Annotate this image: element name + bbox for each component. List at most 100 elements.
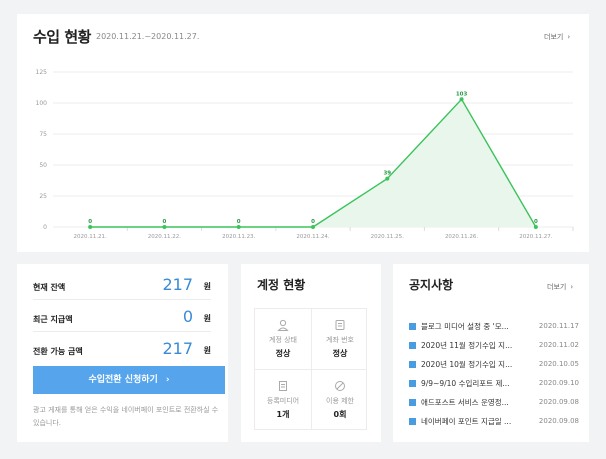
notice-item[interactable]: 블로그 미디어 설정 중 '모... 2020.11.17: [409, 319, 579, 338]
notice-icon: [409, 418, 416, 425]
notices-more-link[interactable]: 더보기 ›: [547, 282, 573, 292]
revenue-more-link[interactable]: 더보기 ›: [544, 32, 570, 42]
data-label: 0: [311, 219, 315, 225]
x-tick-label: 2020.11.23.: [222, 234, 255, 240]
data-point: [236, 225, 241, 229]
y-tick-label: 25: [39, 193, 47, 200]
balance-label: 최근 지급액: [33, 315, 73, 324]
account-grid: 계정 상태 정상 계좌 번호 정상 등록미디어 1개 이용 제한 0회: [254, 308, 367, 430]
balance-card: 현재 잔액 217 원 최근 지급액 0 원 전환 가능 금액 217 원 수입…: [17, 264, 228, 442]
revenue-chart: 0 25 50 75 100 125 2020.11.21. 2020.11.22. 2020.…: [36, 69, 574, 240]
more-label: 더보기: [544, 33, 564, 41]
notice-date: 2020.09.10: [538, 379, 579, 387]
notice-date: 2020.09.08: [538, 398, 579, 406]
data-point: [459, 97, 464, 102]
balance-unit: 원: [203, 346, 211, 355]
x-tick-label: 2020.11.27.: [519, 234, 552, 240]
balance-value: 217: [162, 275, 193, 294]
account-cell-restriction[interactable]: 이용 제한 0회: [312, 370, 368, 431]
y-tick-label: 50: [39, 162, 47, 169]
revenue-title: 수입 현황: [33, 28, 91, 46]
notice-title[interactable]: 네이버페이 포인트 지급일 ...: [421, 417, 512, 426]
notice-icon: [409, 380, 416, 387]
notice-item[interactable]: 2020년 10월 정기수입 지... 2020.10.05: [409, 357, 579, 376]
account-cell-label: 계좌 번호: [326, 336, 354, 344]
account-cell-label: 이용 제한: [326, 397, 354, 405]
data-label: 0: [88, 219, 92, 225]
account-cell-bank[interactable]: 계좌 번호 정상: [312, 309, 368, 370]
notice-icon: [409, 361, 416, 368]
x-tick-label: 2020.11.26.: [445, 234, 478, 240]
balance-row-recent: 최근 지급액 0 원: [33, 304, 211, 332]
account-cell-value: 정상: [275, 349, 291, 358]
data-point: [88, 225, 93, 229]
balance-note: 광고 게재를 통해 얻은 수익을 네이버페이 포인트로 전환하실 수 있습니다.: [33, 406, 219, 427]
balance-label: 전환 가능 금액: [33, 347, 83, 356]
apply-conversion-button[interactable]: 수입전환 신청하기 ›: [33, 366, 225, 394]
notice-title[interactable]: 애드포스트 서비스 운영정...: [421, 398, 509, 407]
account-cell-value: 정상: [332, 349, 348, 358]
chevron-right-icon: ›: [570, 283, 574, 291]
data-point: [385, 176, 390, 181]
x-tick-label: 2020.11.25.: [371, 234, 404, 240]
y-tick-label: 100: [36, 100, 48, 107]
account-cell-label: 계정 상태: [269, 336, 297, 344]
notice-list: 블로그 미디어 설정 중 '모... 2020.11.17 2020년 11월 …: [409, 319, 579, 433]
notices-title: 공지사항: [409, 278, 454, 292]
data-label: 0: [237, 219, 241, 225]
notice-title[interactable]: 2020년 10월 정기수입 지...: [421, 360, 513, 369]
notice-date: 2020.11.17: [538, 322, 579, 330]
notice-item[interactable]: 9/9~9/10 수입리포트 제... 2020.09.10: [409, 376, 579, 395]
y-tick-label: 0: [43, 224, 47, 231]
more-label: 더보기: [547, 283, 567, 291]
balance-value: 0: [182, 307, 193, 326]
notice-date: 2020.10.05: [538, 360, 579, 368]
account-cell-media[interactable]: 등록미디어 1개: [255, 370, 311, 431]
notice-item[interactable]: 2020년 11월 정기수입 지... 2020.11.02: [409, 338, 579, 357]
chevron-right-icon: ›: [165, 375, 170, 385]
balance-value: 217: [162, 339, 193, 358]
chevron-right-icon: ›: [567, 33, 571, 41]
account-cell-value: 0회: [333, 410, 347, 419]
notice-item[interactable]: 애드포스트 서비스 운영정... 2020.09.08: [409, 395, 579, 414]
apply-conversion-label: 수입전환 신청하기: [88, 375, 158, 385]
account-title: 계정 현황: [257, 278, 306, 292]
balance-unit: 원: [203, 282, 211, 291]
balance-label: 현재 잔액: [33, 283, 66, 292]
person-icon: [277, 319, 289, 331]
data-label: 103: [456, 91, 468, 97]
notice-title[interactable]: 9/9~9/10 수입리포트 제...: [421, 379, 510, 388]
notice-title[interactable]: 2020년 11월 정기수입 지...: [421, 341, 513, 350]
account-cell-value: 1개: [276, 410, 290, 419]
notice-icon: [409, 342, 416, 349]
account-cell-status[interactable]: 계정 상태 정상: [255, 309, 311, 370]
data-label: 0: [163, 219, 167, 225]
data-point: [533, 225, 538, 229]
card-icon: [335, 320, 345, 330]
notice-icon: [409, 323, 416, 330]
data-point: [311, 225, 315, 229]
account-cell-label: 등록미디어: [266, 397, 300, 405]
series-area: [90, 99, 536, 227]
document-icon: [279, 381, 287, 391]
x-tick-label: 2020.11.24.: [296, 234, 329, 240]
notice-item[interactable]: 네이버페이 포인트 지급일 ... 2020.09.08: [409, 414, 579, 433]
account-card: 계정 현황 계정 상태 정상 계좌 번호 정상 등록미디어 1개 이용 제한 0…: [241, 264, 381, 442]
y-tick-label: 125: [36, 69, 48, 76]
balance-row-current: 현재 잔액 217 원: [33, 272, 211, 300]
grid-divider: [255, 369, 366, 370]
x-tick-label: 2020.11.21.: [74, 234, 107, 240]
y-tick-label: 75: [39, 131, 47, 138]
balance-unit: 원: [203, 314, 211, 323]
data-label: 0: [534, 219, 538, 225]
notice-date: 2020.11.02: [538, 341, 579, 349]
revenue-date-range: 2020.11.21.~2020.11.27.: [96, 32, 200, 41]
notice-title[interactable]: 블로그 미디어 설정 중 '모...: [421, 322, 509, 331]
balance-row-convertible: 전환 가능 금액 217 원: [33, 336, 211, 364]
data-point: [162, 225, 167, 229]
revenue-card: 수입 현황 2020.11.21.~2020.11.27. 더보기 › 0 25 50…: [17, 14, 589, 252]
notice-icon: [409, 399, 416, 406]
data-label: 39: [383, 171, 391, 177]
restricted-icon: [335, 381, 345, 391]
notices-card: 공지사항 더보기 › 블로그 미디어 설정 중 '모... 2020.11.17 …: [393, 264, 589, 442]
